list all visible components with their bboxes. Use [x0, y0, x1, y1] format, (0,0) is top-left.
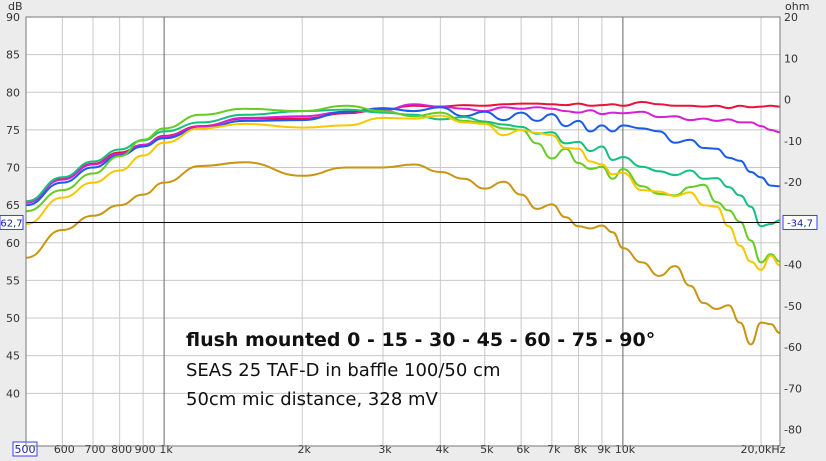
y-tick-label-right: -80 [784, 424, 802, 437]
cursor-right-box [782, 214, 818, 230]
x-tick-label: 700 [85, 443, 106, 456]
x-tick-label: 2k [298, 443, 312, 456]
y-tick-label-right: -20 [784, 176, 802, 189]
x-tick-label: 5k [480, 443, 494, 456]
y-tick-label-left: 50 [6, 312, 20, 325]
x-tick-label: 4k [436, 443, 450, 456]
series-line-5 [25, 104, 781, 264]
cursor: 62,7 -34,7 [0, 214, 818, 230]
x-tick-label: 7k [547, 443, 561, 456]
y-tick-label-left: 65 [6, 199, 20, 212]
x-tick-label: 10k [615, 443, 636, 456]
annotation-line-2: SEAS 25 TAF-D in baffle 100/50 cm [186, 360, 501, 381]
annotation-line-3: 50cm mic distance, 328 mV [186, 389, 439, 410]
y-tick-label-left: 85 [6, 49, 20, 62]
series-line-7 [25, 161, 781, 346]
y-tick-label-left: 70 [6, 162, 20, 175]
x-tick-label: 600 [54, 443, 75, 456]
x-tick-label: 20,0kHz [741, 443, 786, 456]
y-tick-label-right: 20 [784, 11, 798, 24]
grid [26, 16, 780, 446]
x-tick-label: 1k [159, 443, 173, 456]
y-tick-label-right: -10 [784, 135, 802, 148]
plot-frame [25, 16, 781, 447]
y-tick-label-left: 80 [6, 86, 20, 99]
y-tick-label-left: 60 [6, 237, 20, 250]
cursor-left-label: 62,7 [0, 218, 22, 229]
x-tick-label: 900 [135, 443, 156, 456]
series-line-4 [25, 108, 781, 228]
y-tick-label-right: -70 [784, 382, 802, 395]
left-unit-label: dB [8, 0, 23, 13]
plot-area [26, 17, 780, 446]
y-tick-label-left: 45 [6, 350, 20, 363]
y-tick-label-left: 75 [6, 124, 20, 137]
annotations: flush mounted 0 - 15 - 30 - 45 - 60 - 75… [186, 329, 655, 410]
x-tick-label: 8k [574, 443, 588, 456]
x-tick-label: 500 [15, 443, 36, 456]
y-tick-label-right: 0 [784, 94, 791, 107]
y-tick-label-right: -60 [784, 341, 802, 354]
y-tick-label-left: 55 [6, 274, 20, 287]
cursor-right-label: -34,7 [787, 218, 813, 229]
series-line-6 [25, 114, 781, 271]
y-tick-label-right: 10 [784, 52, 798, 65]
x-tick-label: 6k [516, 443, 530, 456]
y-tick-label-left: 40 [6, 387, 20, 400]
annotation-line-1: flush mounted 0 - 15 - 30 - 45 - 60 - 75… [186, 329, 655, 351]
x-tick-label: 3k [378, 443, 392, 456]
y-tick-label-right: -40 [784, 259, 802, 272]
right-unit-label: ohm [785, 0, 809, 13]
y-tick-label-left: 90 [6, 11, 20, 24]
series-line-2 [25, 103, 781, 204]
x-tick-label: 9k [597, 443, 611, 456]
series-lines [25, 101, 781, 346]
y-tick-label-right: -50 [784, 300, 802, 313]
cursor-left-box [0, 214, 24, 230]
x-tick-label: 800 [111, 443, 132, 456]
